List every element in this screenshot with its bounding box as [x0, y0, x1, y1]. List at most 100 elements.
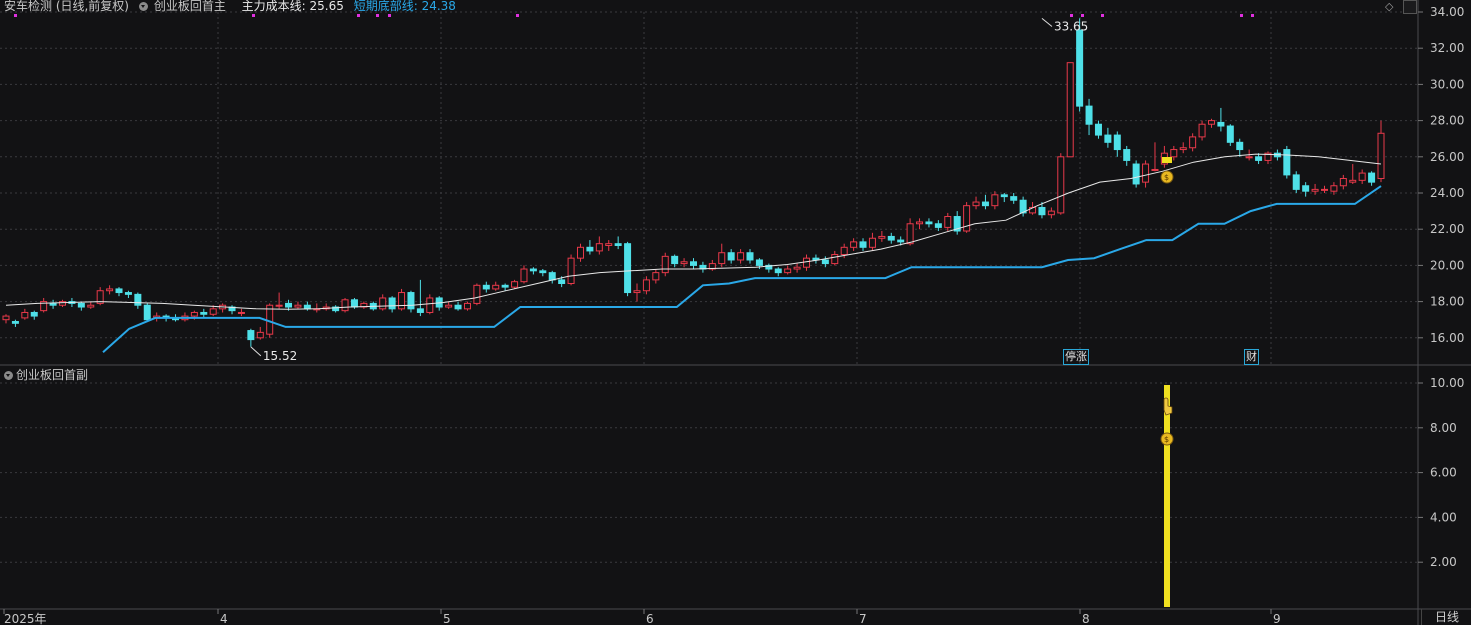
candle[interactable] — [454, 301, 462, 311]
candle[interactable] — [115, 287, 123, 297]
candle[interactable] — [652, 269, 660, 284]
candle[interactable] — [256, 326, 264, 340]
candle[interactable] — [784, 265, 792, 275]
candle[interactable] — [586, 240, 594, 255]
candle[interactable] — [831, 250, 839, 266]
candle[interactable] — [1132, 160, 1140, 188]
candle[interactable] — [934, 220, 942, 232]
candle[interactable] — [595, 236, 603, 255]
candle[interactable] — [1330, 182, 1338, 195]
candle[interactable] — [1311, 183, 1319, 195]
candle[interactable] — [737, 249, 745, 264]
candle[interactable] — [96, 287, 104, 306]
candle[interactable] — [11, 319, 19, 327]
candle[interactable] — [878, 231, 886, 242]
candle[interactable] — [1255, 153, 1263, 165]
candle[interactable] — [407, 290, 415, 313]
sub-chart-header[interactable]: 创业板回首副 — [4, 366, 88, 383]
candle[interactable] — [576, 243, 584, 262]
candle[interactable] — [1170, 145, 1178, 161]
candle[interactable] — [1113, 131, 1121, 157]
candle[interactable] — [426, 294, 434, 315]
candle[interactable] — [388, 296, 396, 313]
candle[interactable] — [1142, 160, 1150, 188]
candle[interactable] — [906, 218, 914, 246]
candle[interactable] — [944, 212, 952, 232]
candle[interactable] — [416, 279, 424, 317]
candle[interactable] — [143, 303, 151, 322]
candle[interactable] — [332, 305, 340, 313]
candle[interactable] — [746, 249, 754, 264]
candle[interactable] — [1085, 98, 1093, 136]
candle[interactable] — [209, 305, 217, 317]
candle[interactable] — [445, 301, 453, 309]
candle[interactable] — [803, 254, 811, 271]
candle[interactable] — [1198, 120, 1206, 141]
diamond-icon[interactable]: ◇ — [1385, 0, 1394, 13]
candle[interactable] — [605, 240, 613, 251]
candle[interactable] — [529, 267, 537, 275]
candle[interactable] — [134, 292, 142, 309]
candle[interactable] — [1207, 118, 1215, 128]
candle[interactable] — [1217, 107, 1225, 132]
candle[interactable] — [1189, 133, 1197, 152]
candle[interactable] — [1047, 207, 1055, 219]
candle[interactable] — [482, 281, 490, 293]
candle[interactable] — [30, 310, 38, 320]
candle[interactable] — [1000, 193, 1008, 203]
candle[interactable] — [680, 258, 688, 268]
candle[interactable] — [501, 283, 509, 291]
candle[interactable] — [916, 218, 924, 230]
candle[interactable] — [473, 283, 481, 306]
candle[interactable] — [2, 314, 10, 324]
chevron-down-icon[interactable] — [138, 2, 148, 11]
candle[interactable] — [1151, 142, 1159, 172]
candle[interactable] — [539, 269, 547, 277]
candle[interactable] — [981, 194, 989, 210]
candle[interactable] — [247, 328, 255, 347]
candle[interactable] — [925, 218, 933, 228]
candle[interactable] — [963, 202, 971, 233]
candle[interactable] — [1076, 18, 1084, 112]
candle[interactable] — [567, 254, 575, 286]
candle[interactable] — [341, 297, 349, 313]
candle[interactable] — [1179, 142, 1187, 154]
candle[interactable] — [1066, 62, 1074, 158]
candle[interactable] — [1057, 153, 1065, 215]
candle[interactable] — [200, 308, 208, 318]
signal-bar[interactable] — [1164, 385, 1170, 607]
candle[interactable] — [671, 254, 679, 268]
candle[interactable] — [821, 256, 829, 268]
candle[interactable] — [1302, 182, 1310, 197]
candle[interactable] — [87, 301, 95, 309]
candle[interactable] — [1368, 171, 1376, 186]
candle[interactable] — [124, 290, 132, 298]
candle[interactable] — [887, 232, 895, 244]
candle[interactable] — [237, 308, 245, 317]
candle[interactable] — [1104, 127, 1112, 148]
period-selector[interactable]: 日线 — [1421, 609, 1471, 625]
candle[interactable] — [972, 196, 980, 210]
limit-up-marker[interactable]: 停涨 — [1063, 349, 1089, 365]
finance-marker[interactable]: 财 — [1244, 349, 1259, 365]
candle[interactable] — [1349, 164, 1357, 184]
candle[interactable] — [59, 299, 67, 308]
indicator-dropdown[interactable]: 创业板回首主 — [138, 0, 232, 13]
candle[interactable] — [718, 243, 726, 268]
candle[interactable] — [727, 249, 735, 264]
candle[interactable] — [624, 241, 632, 297]
candle[interactable] — [793, 263, 801, 273]
candle[interactable] — [1123, 145, 1131, 166]
candle[interactable] — [1038, 202, 1046, 219]
candle[interactable] — [897, 236, 905, 246]
candle[interactable] — [953, 211, 961, 235]
candle[interactable] — [492, 281, 500, 291]
candle[interactable] — [1292, 171, 1300, 193]
candle[interactable] — [690, 258, 697, 270]
candle[interactable] — [765, 263, 773, 273]
chevron-down-icon[interactable] — [4, 371, 13, 380]
candle[interactable] — [21, 308, 29, 320]
candle[interactable] — [511, 279, 519, 289]
candle[interactable] — [1320, 185, 1328, 193]
